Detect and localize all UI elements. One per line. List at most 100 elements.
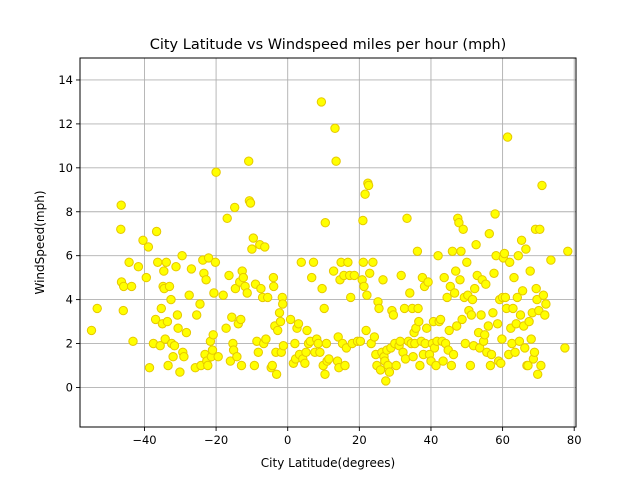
data-point (476, 310, 486, 320)
data-point (155, 341, 165, 351)
data-point (256, 283, 266, 294)
y-tick-label: 6 (66, 249, 73, 263)
data-point (399, 303, 410, 314)
data-point (232, 352, 242, 362)
y-tick-label: 12 (58, 117, 73, 131)
data-point (435, 314, 446, 325)
y-tick-label: 4 (66, 293, 73, 307)
data-point (408, 352, 418, 362)
data-point (278, 341, 289, 351)
data-point (301, 347, 311, 357)
data-point (171, 262, 181, 272)
data-point (181, 327, 192, 338)
data-point (484, 229, 494, 239)
data-point (546, 255, 556, 265)
data-point (179, 352, 189, 362)
data-point (526, 334, 536, 344)
data-point (268, 272, 279, 283)
data-point (195, 299, 205, 309)
data-point (514, 336, 525, 346)
data-point (340, 360, 350, 371)
data-point (510, 347, 520, 357)
data-point (374, 303, 384, 314)
data-point (405, 288, 415, 298)
data-point (116, 200, 126, 210)
x-axis-label: City Latitude(degrees) (261, 456, 395, 470)
data-point (497, 334, 507, 344)
data-point (508, 303, 518, 314)
data-point (321, 338, 332, 349)
data-point (160, 334, 170, 344)
data-point (515, 310, 526, 320)
data-point (465, 360, 476, 371)
data-point (143, 242, 154, 252)
data-point (273, 325, 283, 336)
data-point (308, 257, 319, 267)
data-point (480, 330, 490, 340)
chart-title: City Latitude vs Windspeed miles per hou… (150, 37, 507, 53)
data-point (415, 360, 425, 371)
data-point (369, 332, 380, 342)
data-point (454, 218, 464, 228)
data-point (207, 345, 218, 355)
data-point (218, 290, 228, 300)
data-point (412, 246, 423, 257)
data-point (166, 294, 176, 305)
data-point (414, 316, 424, 327)
data-point (249, 360, 260, 371)
data-point (133, 262, 144, 272)
data-point (278, 299, 288, 309)
data-point (236, 314, 246, 325)
data-point (466, 310, 477, 320)
data-point (156, 303, 167, 314)
data-point (402, 213, 412, 224)
y-tick-label: 2 (66, 337, 73, 351)
data-point (452, 321, 462, 331)
data-point (184, 290, 194, 300)
data-point (365, 268, 375, 278)
data-point (177, 251, 187, 261)
data-point (563, 246, 573, 257)
data-point (324, 354, 334, 364)
data-point (520, 343, 530, 353)
data-point (118, 305, 129, 316)
data-point (162, 316, 173, 327)
data-point (236, 360, 247, 371)
data-point (359, 281, 369, 292)
data-point (244, 156, 254, 166)
data-point (525, 266, 535, 276)
data-point (470, 283, 480, 294)
data-point (153, 257, 163, 267)
y-axis-label: WindSpeed(mph) (33, 190, 47, 294)
data-point (203, 360, 213, 371)
data-point (225, 356, 236, 366)
data-point (208, 330, 218, 340)
x-tick-label: 60 (495, 433, 510, 447)
data-point (467, 294, 478, 305)
data-point (300, 358, 310, 368)
x-tick-label: 20 (352, 433, 367, 447)
data-point (471, 240, 481, 250)
data-point (360, 189, 370, 199)
data-point (512, 292, 522, 303)
data-point (307, 272, 317, 283)
data-point (210, 257, 221, 267)
data-point (446, 360, 457, 371)
data-point (438, 356, 448, 366)
data-point (516, 235, 527, 246)
data-point (315, 347, 325, 357)
data-point (381, 376, 391, 386)
data-point (358, 257, 368, 267)
data-point (523, 360, 533, 371)
data-point (384, 367, 395, 377)
data-point (168, 352, 178, 362)
data-point (201, 275, 211, 285)
data-point (442, 292, 452, 303)
data-point (86, 325, 97, 336)
data-point (172, 310, 183, 320)
data-point (413, 303, 423, 314)
data-point (213, 352, 223, 362)
data-point (483, 321, 493, 331)
data-point (502, 132, 513, 142)
